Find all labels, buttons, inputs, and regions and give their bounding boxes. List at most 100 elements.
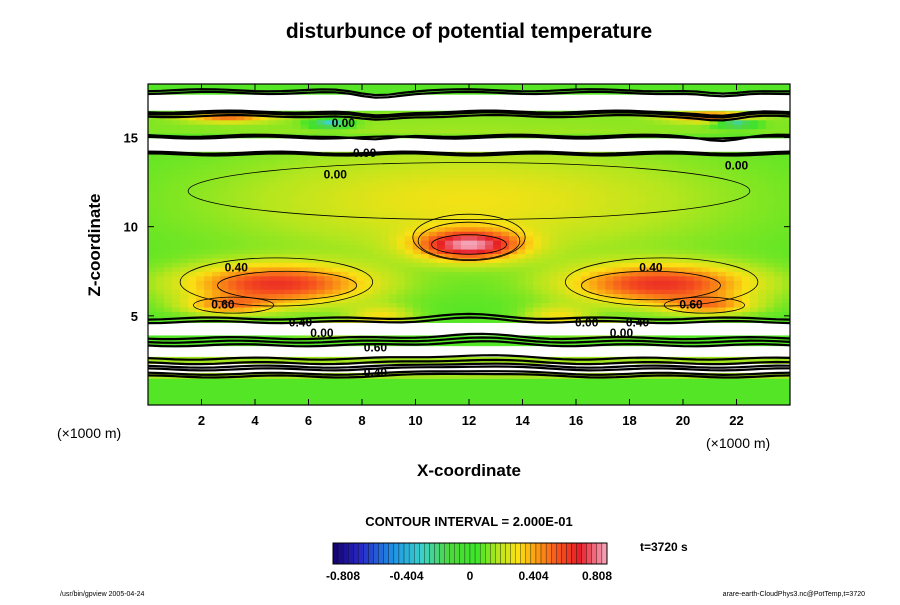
field-cell — [621, 280, 631, 286]
field-cell — [501, 382, 510, 388]
field-cell — [597, 400, 607, 405]
field-cell — [228, 240, 237, 246]
field-cell — [268, 177, 278, 183]
field-cell — [228, 311, 237, 317]
field-cell — [172, 338, 181, 344]
field-cell — [661, 284, 671, 290]
field-cell — [645, 226, 655, 232]
field-cell — [188, 253, 197, 259]
field-cell — [549, 191, 558, 197]
field-cell — [621, 155, 631, 161]
field-cell — [613, 302, 623, 308]
field-cell — [260, 391, 269, 397]
field-cell — [661, 280, 671, 286]
field-cell — [581, 320, 590, 326]
field-cell — [340, 124, 350, 130]
field-cell — [701, 222, 711, 228]
field-cell — [412, 248, 422, 255]
field-cell — [452, 360, 462, 366]
field-cell — [236, 235, 245, 241]
field-cell — [276, 222, 286, 228]
field-cell — [428, 360, 438, 366]
field-cell — [156, 253, 165, 259]
field-cell — [188, 338, 197, 344]
field-cell — [444, 195, 454, 201]
field-cell — [677, 128, 687, 134]
field-cell — [685, 253, 695, 259]
field-cell — [749, 213, 759, 219]
field-cell — [597, 262, 607, 268]
field-cell — [589, 373, 599, 379]
field-cell — [428, 378, 438, 384]
field-cell — [509, 168, 518, 174]
field-cell — [156, 195, 165, 201]
field-cell — [573, 231, 582, 237]
field-cell — [741, 217, 751, 223]
field-cell — [637, 177, 647, 183]
field-cell — [757, 235, 767, 241]
field-cell — [340, 275, 350, 281]
field-cell — [284, 284, 294, 290]
field-cell — [396, 248, 406, 255]
field-cell — [477, 191, 486, 197]
field-cell — [276, 199, 286, 205]
field-cell — [469, 235, 478, 241]
field-cell — [477, 231, 486, 237]
field-cell — [372, 387, 382, 393]
field-cell — [501, 396, 510, 402]
field-cell — [741, 191, 751, 197]
field-cell — [701, 284, 711, 290]
field-cell — [364, 204, 374, 210]
field-cell — [557, 311, 566, 317]
field-cell — [348, 177, 358, 183]
field-cell — [292, 266, 302, 272]
field-cell — [677, 333, 687, 339]
field-cell — [597, 284, 607, 290]
field-cell — [452, 355, 462, 362]
field-cell — [220, 186, 229, 192]
field-cell — [493, 195, 502, 201]
field-cell — [709, 248, 719, 255]
field-cell — [284, 195, 294, 201]
field-cell — [653, 271, 663, 277]
field-cell — [396, 253, 406, 259]
field-cell — [749, 262, 759, 268]
field-cell — [356, 320, 366, 326]
field-cell — [300, 266, 310, 272]
field-cell — [164, 204, 173, 210]
field-cell — [212, 208, 221, 214]
field-cell — [573, 128, 582, 134]
field-cell — [653, 235, 663, 241]
field-cell — [653, 257, 663, 263]
field-cell — [597, 266, 607, 272]
field-cell — [605, 191, 615, 197]
field-cell — [477, 199, 486, 205]
field-cell — [501, 257, 510, 263]
field-cell — [380, 217, 390, 223]
field-cell — [404, 213, 414, 219]
field-cell — [493, 262, 502, 268]
field-cell — [477, 208, 486, 214]
field-cell — [380, 284, 390, 290]
field-cell — [669, 164, 679, 170]
field-cell — [533, 378, 542, 384]
field-cell — [541, 191, 550, 197]
field-cell — [589, 253, 599, 259]
field-cell — [469, 213, 478, 219]
field-cell — [501, 222, 510, 228]
field-cell — [653, 289, 663, 295]
field-cell — [292, 280, 302, 286]
field-cell — [364, 275, 374, 281]
field-cell — [517, 257, 526, 263]
field-cell — [388, 298, 398, 304]
field-cell — [629, 248, 639, 255]
field-cell — [709, 396, 719, 402]
field-cell — [156, 213, 165, 219]
field-cell — [148, 378, 157, 384]
field-cell — [316, 186, 326, 192]
field-cell — [677, 204, 687, 210]
field-cell — [717, 293, 727, 299]
field-cell — [196, 235, 205, 241]
field-cell — [549, 182, 558, 188]
field-cell — [372, 204, 382, 210]
